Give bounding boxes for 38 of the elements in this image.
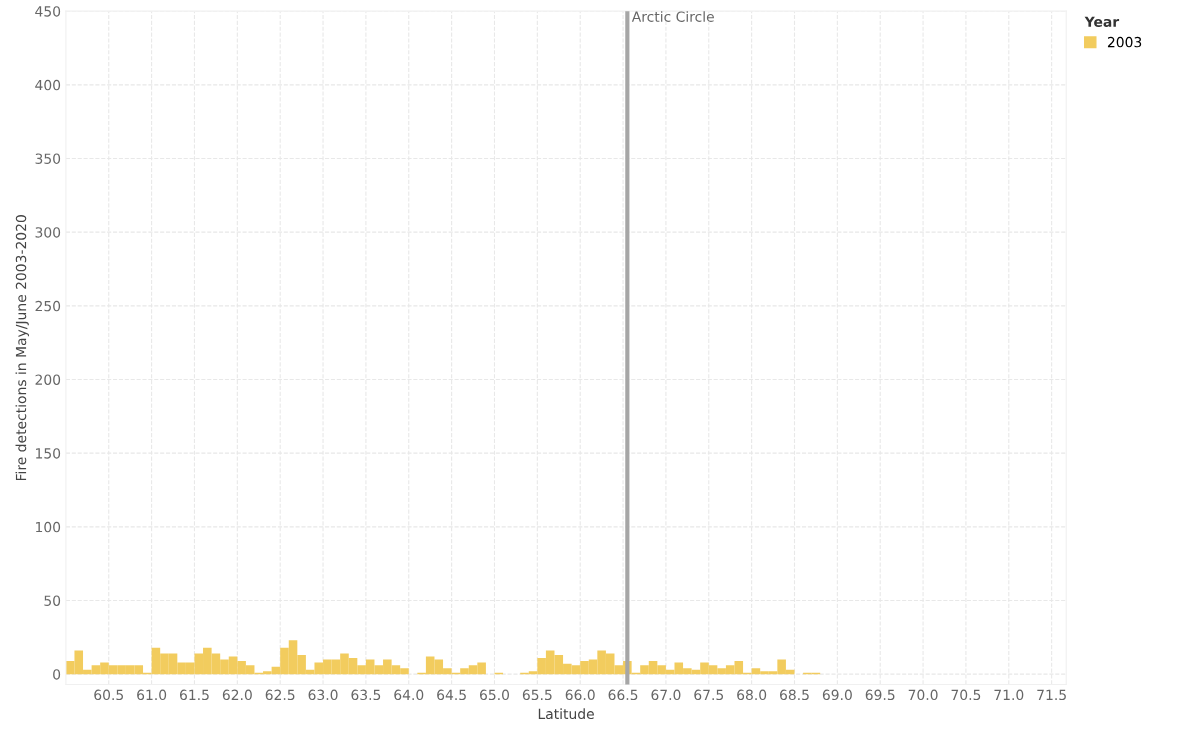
x-tick-label: 63.0 <box>308 689 338 701</box>
legend-label: 2003 <box>1107 36 1142 48</box>
y-tick-label: 100 <box>36 521 61 533</box>
y-axis-title: Fire detections in May/June 2003-2020 <box>15 215 29 481</box>
x-tick-label: 62.5 <box>265 689 295 701</box>
x-tick-label: 67.5 <box>694 689 724 701</box>
y-tick-label: 400 <box>35 79 61 91</box>
x-tick-label: 67.0 <box>651 689 681 701</box>
x-tick-label: 65.5 <box>522 689 552 701</box>
x-tick-label: 71.0 <box>994 689 1024 701</box>
y-tick-label: 200 <box>35 374 61 385</box>
y-tick-label: 450 <box>35 6 61 17</box>
x-tick-label: 69.5 <box>865 689 895 701</box>
x-tick-label: 69.0 <box>822 689 852 701</box>
y-tick-label: 150 <box>36 448 61 459</box>
x-tick-label: 64.0 <box>394 689 424 701</box>
ref-line-label: Arctic Circle <box>631 11 714 22</box>
x-tick-label: 64.5 <box>437 689 466 701</box>
y-tick-label: 350 <box>35 153 61 164</box>
x-tick-label: 61.5 <box>179 689 209 701</box>
y-tick-label: 0 <box>53 669 61 680</box>
x-tick-label: 60.5 <box>94 689 123 701</box>
x-tick-label: 71.5 <box>1037 689 1066 701</box>
x-tick-label: 68.5 <box>780 689 809 701</box>
x-tick-label: 70.5 <box>951 689 981 701</box>
x-tick-label: 61.0 <box>137 689 167 701</box>
x-axis-title: Latitude <box>538 708 594 720</box>
legend-title: Year <box>1084 16 1120 27</box>
x-tick-label: 70.0 <box>908 689 938 701</box>
x-tick-label: 65.0 <box>479 689 510 701</box>
x-tick-label: 66.0 <box>565 689 595 701</box>
x-tick-label: 68.0 <box>737 689 767 701</box>
x-tick-label: 62.0 <box>222 689 252 701</box>
y-tick-label: 300 <box>35 227 61 238</box>
x-tick-label: 66.5 <box>608 689 638 701</box>
x-tick-label: 63.5 <box>351 689 381 701</box>
y-tick-label: 50 <box>44 595 61 606</box>
y-tick-label: 250 <box>35 300 61 312</box>
